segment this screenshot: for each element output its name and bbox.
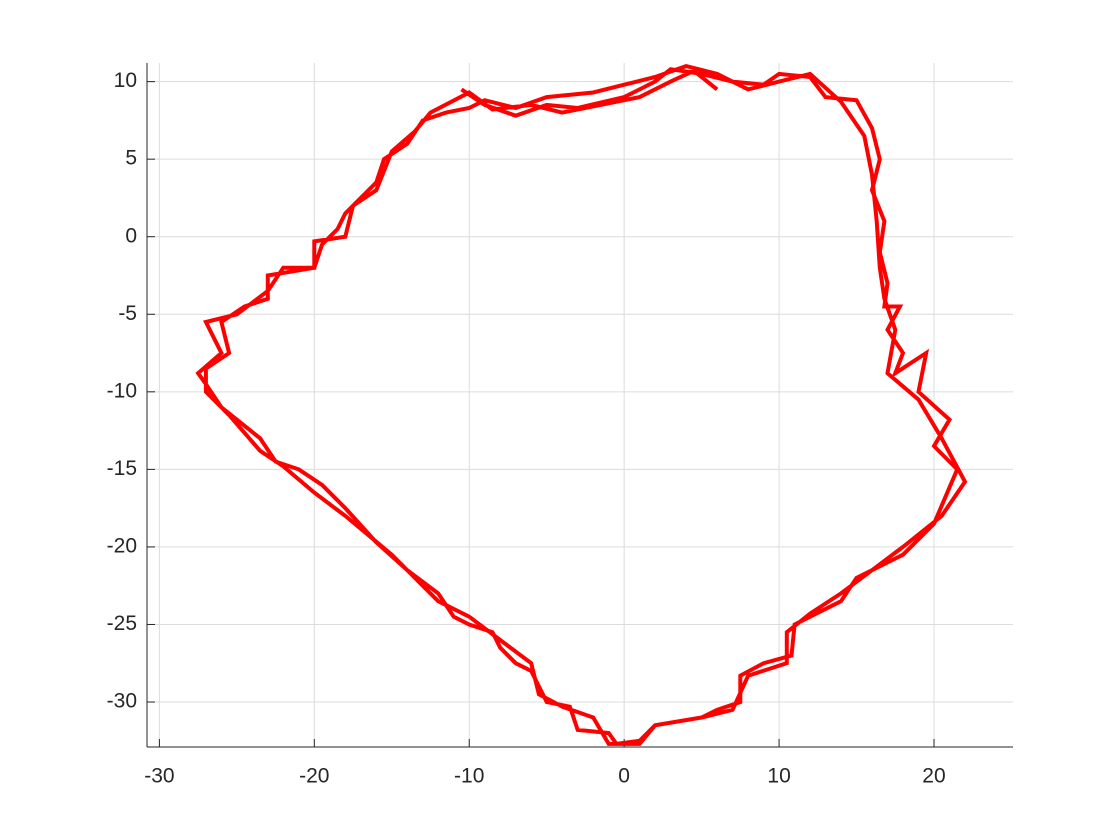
- y-tick-label: 5: [125, 147, 137, 170]
- trajectory-line: [195, 64, 968, 747]
- y-tick-label: -15: [107, 457, 137, 480]
- y-tick-label: -10: [107, 379, 137, 402]
- y-tick-label: 10: [114, 69, 137, 92]
- x-tick-label: 20: [922, 765, 945, 788]
- x-tick-label: -10: [454, 765, 484, 788]
- x-tick-label: -30: [144, 765, 174, 788]
- x-tick-label: 0: [618, 765, 630, 788]
- x-tick-label: 10: [767, 765, 790, 788]
- y-tick-label: 0: [125, 224, 137, 247]
- y-tick-label: -20: [107, 534, 137, 557]
- y-tick-label: -5: [118, 302, 137, 325]
- y-tick-label: -25: [107, 612, 137, 635]
- x-tick-label: -20: [299, 765, 329, 788]
- y-tick-label: -30: [107, 690, 137, 713]
